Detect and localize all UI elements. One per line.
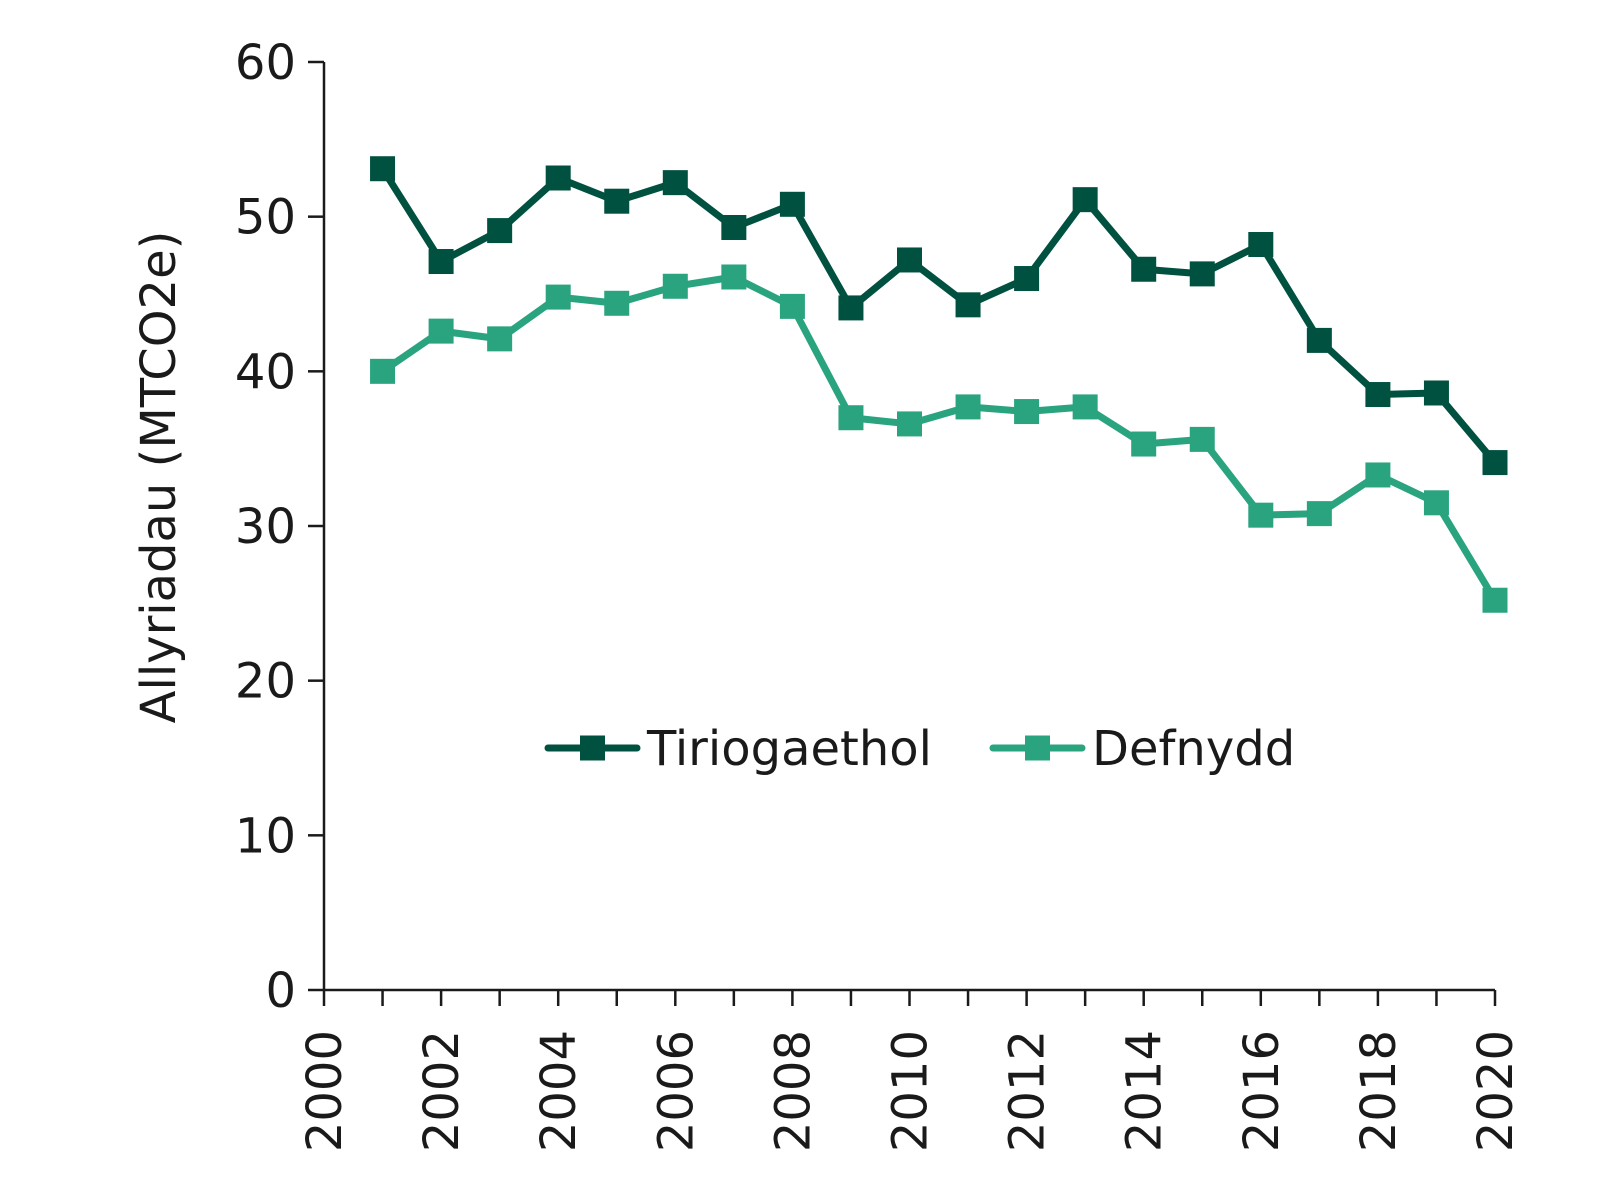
data-point	[838, 405, 864, 431]
data-point	[662, 170, 688, 196]
x-tick-label: 2010	[883, 1030, 939, 1152]
data-point	[604, 290, 630, 316]
data-point	[1423, 490, 1449, 516]
legend-swatch-marker	[1025, 735, 1050, 761]
x-tick-label: 2004	[531, 1030, 587, 1152]
x-tick-label: 2014	[1117, 1030, 1173, 1152]
data-point	[545, 165, 571, 191]
y-tick-label: 30	[235, 499, 296, 555]
y-tick-label: 60	[235, 35, 296, 91]
data-point	[1189, 261, 1215, 287]
x-tick-label: 2016	[1234, 1030, 1290, 1152]
data-point	[1482, 587, 1508, 613]
data-point	[370, 156, 396, 182]
data-point	[955, 292, 981, 318]
data-point	[721, 264, 747, 290]
x-tick-label: 2008	[765, 1030, 821, 1152]
y-axis-title: Allyriadau (MTCO2e)	[131, 231, 187, 724]
data-point	[897, 247, 922, 273]
data-point	[1482, 450, 1508, 476]
legend: Tiriogaethol Defnydd	[544, 721, 1295, 777]
data-point	[370, 358, 396, 384]
data-point	[487, 218, 513, 244]
x-tick-label: 2018	[1351, 1030, 1407, 1152]
data-point	[779, 293, 805, 319]
data-point	[1072, 394, 1098, 420]
x-tick-label: 2006	[648, 1030, 704, 1152]
data-point	[1014, 266, 1040, 292]
data-point	[1131, 431, 1157, 457]
x-tick-label: 2000	[297, 1030, 353, 1152]
data-point	[955, 394, 981, 420]
data-point	[1306, 501, 1332, 527]
data-point	[1072, 187, 1098, 213]
x-tick-label: 2012	[1000, 1030, 1056, 1152]
data-point	[662, 273, 688, 299]
data-point	[487, 326, 513, 352]
series-defnydd	[370, 264, 1508, 613]
data-point	[604, 188, 630, 214]
legend-swatch-marker	[580, 735, 605, 761]
data-point	[897, 411, 922, 437]
data-point	[1131, 256, 1157, 282]
data-point	[428, 249, 454, 275]
data-point	[428, 318, 454, 344]
y-tick-label: 40	[235, 344, 296, 400]
series-line	[379, 273, 1499, 604]
data-point	[1248, 502, 1274, 528]
legend-item-tiriogaethol: Tiriogaethol	[544, 721, 932, 777]
data-point	[721, 214, 747, 240]
series-tiriogaethol	[370, 156, 1508, 476]
data-point	[779, 191, 805, 217]
x-tick-label: 2002	[414, 1030, 470, 1152]
y-tick-label: 20	[235, 654, 296, 710]
series-layer	[370, 156, 1508, 613]
legend-label: Defnydd	[1092, 721, 1295, 777]
data-point	[1189, 426, 1215, 452]
data-point	[545, 284, 571, 310]
data-point	[1365, 382, 1391, 408]
y-tick-label: 10	[235, 808, 296, 864]
data-point	[1365, 462, 1391, 488]
x-tick-label: 2020	[1468, 1030, 1524, 1152]
y-tick-label: 0	[265, 963, 296, 1019]
legend-item-defnydd: Defnydd	[989, 721, 1295, 777]
data-point	[838, 295, 864, 321]
axes: 0 10 20 30 40 50 60 2000 2002 2004 2006 2008 2010 201…	[235, 35, 1524, 1152]
data-point	[1306, 327, 1332, 353]
y-tick-label: 50	[235, 190, 296, 246]
data-point	[1014, 399, 1040, 425]
data-point	[1248, 232, 1274, 258]
data-point	[1423, 380, 1449, 406]
legend-label: Tiriogaethol	[646, 721, 932, 777]
